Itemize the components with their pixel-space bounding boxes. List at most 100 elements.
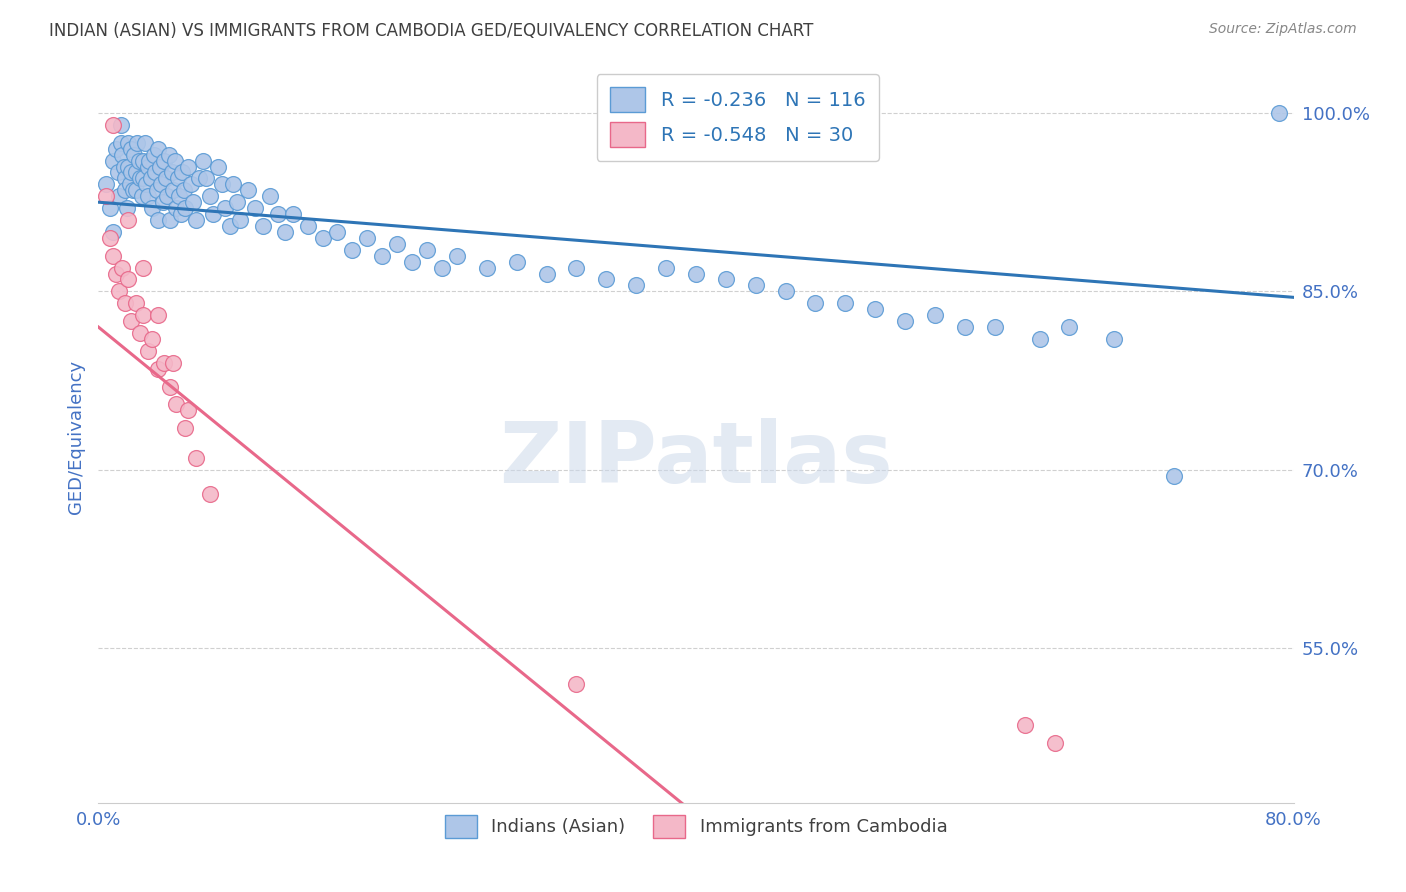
Point — [745, 278, 768, 293]
Point — [274, 225, 297, 239]
Point — [114, 296, 136, 310]
Point — [117, 213, 139, 227]
Point — [595, 272, 617, 286]
Point — [110, 136, 132, 150]
Point — [222, 178, 245, 192]
Point — [446, 249, 468, 263]
Point — [129, 326, 152, 340]
Point — [131, 189, 153, 203]
Point — [1028, 332, 1050, 346]
Point — [219, 219, 242, 233]
Point — [132, 260, 155, 275]
Point — [112, 160, 135, 174]
Point — [200, 189, 222, 203]
Point — [371, 249, 394, 263]
Text: ZIPatlas: ZIPatlas — [499, 417, 893, 500]
Point — [984, 320, 1007, 334]
Point — [105, 267, 128, 281]
Point — [98, 201, 122, 215]
Point — [114, 183, 136, 197]
Point — [401, 254, 423, 268]
Point — [1043, 736, 1066, 750]
Point — [163, 153, 186, 168]
Point — [148, 213, 170, 227]
Point — [103, 249, 125, 263]
Point — [117, 136, 139, 150]
Point — [148, 142, 170, 156]
Point — [152, 195, 174, 210]
Point — [134, 136, 156, 150]
Point — [94, 189, 117, 203]
Point — [125, 165, 148, 179]
Point — [153, 356, 176, 370]
Point — [129, 171, 152, 186]
Point — [141, 332, 163, 346]
Point — [311, 231, 333, 245]
Point — [132, 171, 155, 186]
Point — [1163, 468, 1185, 483]
Point — [536, 267, 558, 281]
Point — [236, 183, 259, 197]
Point — [229, 213, 252, 227]
Point — [775, 285, 797, 299]
Point — [108, 189, 131, 203]
Point — [149, 160, 172, 174]
Point — [125, 183, 148, 197]
Point — [475, 260, 498, 275]
Point — [714, 272, 737, 286]
Point — [626, 278, 648, 293]
Point — [148, 308, 170, 322]
Point — [120, 165, 142, 179]
Point — [165, 397, 187, 411]
Y-axis label: GED/Equivalency: GED/Equivalency — [66, 360, 84, 514]
Point — [125, 296, 148, 310]
Point — [181, 195, 204, 210]
Point — [103, 153, 125, 168]
Point — [136, 189, 159, 203]
Point — [297, 219, 319, 233]
Point — [281, 207, 304, 221]
Point — [506, 254, 529, 268]
Point — [1014, 718, 1036, 732]
Point — [685, 267, 707, 281]
Point — [159, 379, 181, 393]
Point — [565, 260, 588, 275]
Point — [145, 183, 167, 197]
Point — [136, 343, 159, 358]
Point — [565, 677, 588, 691]
Point — [180, 178, 202, 192]
Point — [184, 213, 207, 227]
Point — [120, 142, 142, 156]
Point — [114, 171, 136, 186]
Point — [155, 171, 177, 186]
Point — [157, 147, 180, 161]
Point — [143, 165, 166, 179]
Point — [117, 160, 139, 174]
Point — [173, 183, 195, 197]
Point — [124, 147, 146, 161]
Point — [162, 183, 184, 197]
Point — [103, 118, 125, 132]
Text: Source: ZipAtlas.com: Source: ZipAtlas.com — [1209, 22, 1357, 37]
Point — [167, 189, 190, 203]
Point — [174, 201, 197, 215]
Point — [108, 285, 131, 299]
Point — [153, 153, 176, 168]
Point — [111, 147, 134, 161]
Point — [138, 153, 160, 168]
Point — [150, 178, 173, 192]
Point — [139, 171, 162, 186]
Point — [94, 178, 117, 192]
Point — [356, 231, 378, 245]
Point — [187, 171, 209, 186]
Point — [165, 201, 187, 215]
Point — [156, 189, 179, 203]
Point — [107, 165, 129, 179]
Text: INDIAN (ASIAN) VS IMMIGRANTS FROM CAMBODIA GED/EQUIVALENCY CORRELATION CHART: INDIAN (ASIAN) VS IMMIGRANTS FROM CAMBOD… — [49, 22, 814, 40]
Point — [245, 201, 267, 215]
Point — [200, 486, 222, 500]
Point — [128, 153, 150, 168]
Point — [110, 118, 132, 132]
Point — [191, 153, 214, 168]
Point — [804, 296, 827, 310]
